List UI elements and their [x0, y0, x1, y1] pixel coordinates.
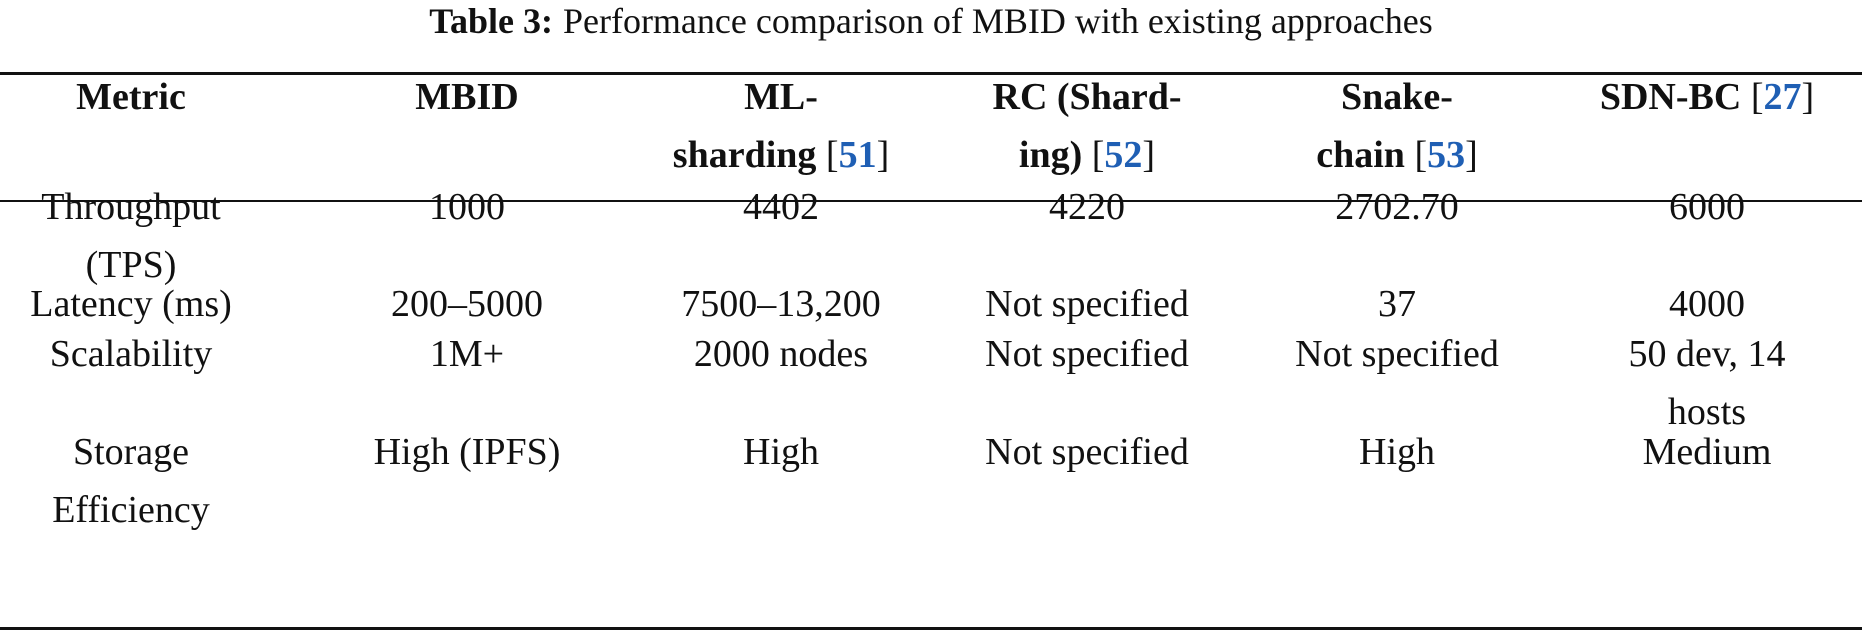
table-header-rule [0, 200, 1862, 202]
header-ml-sharding: ML- sharding [51] [600, 68, 962, 184]
cell-text: hosts [1667, 391, 1747, 433]
header-mbid: MBID [262, 68, 672, 126]
row-scalability-mbid: 1M+ [429, 333, 505, 375]
header-sdn-bc: SDN-BC [27] [1599, 76, 1815, 118]
cell-text: Efficiency [52, 489, 210, 531]
row-storage-mbid: High (IPFS) [373, 431, 561, 473]
row-scalability-ml-sharding: 2000 nodes [693, 333, 869, 375]
header-rc-line2: ing) [1018, 134, 1083, 176]
header-ml-sharding-line1: ML- [744, 76, 818, 118]
row-scalability-snake: Not specified [1295, 333, 1499, 375]
row-latency-ml-sharding: 7500–13,200 [681, 283, 881, 325]
row-throughput-snake: 2702.70 [1335, 186, 1459, 228]
cell-text: Throughput [41, 186, 221, 228]
header-snake-chain: Snake- chain [53] [1262, 68, 1532, 184]
header-sdn-label: SDN-BC [1599, 76, 1742, 118]
row-throughput-sdn: 6000 [1669, 186, 1745, 228]
header-ml-sharding-line2: sharding [672, 134, 817, 176]
cell-text: 50 dev, 14 [1628, 333, 1786, 375]
row-latency-rc: Not specified [985, 283, 1189, 325]
table-caption-label: Table 3: [429, 1, 553, 41]
row-scalability-metric: Scalability [49, 333, 213, 375]
citation-link-52[interactable]: 52 [1104, 134, 1143, 176]
row-latency-sdn: 4000 [1669, 283, 1745, 325]
header-snake-line1: Snake- [1341, 76, 1453, 118]
header-metric-label: Metric [76, 76, 186, 118]
cell-text: Storage [72, 431, 190, 473]
header-metric: Metric [0, 68, 262, 126]
row-storage-rc: Not specified [985, 431, 1189, 473]
citation-link-53[interactable]: 53 [1427, 134, 1466, 176]
table-bottom-rule [0, 627, 1862, 630]
row-throughput-ml-sharding: 4402 [743, 186, 819, 228]
citation-link-51[interactable]: 51 [838, 134, 877, 176]
row-storage-sdn: Medium [1642, 431, 1772, 473]
row-throughput-metric: Throughput (TPS) [0, 178, 262, 294]
citation-link-27[interactable]: 27 [1763, 76, 1802, 118]
header-rc-line1: RC (Shard- [992, 76, 1182, 118]
header-rc-sharding: RC (Shard- ing) [52] [942, 68, 1232, 184]
table-caption-text: Performance comparison of MBID with exis… [562, 1, 1433, 41]
header-snake-line2: chain [1316, 134, 1405, 176]
row-scalability-sdn: 50 dev, 14 hosts [1552, 325, 1862, 441]
row-storage-metric: Storage Efficiency [0, 423, 262, 539]
cell-text: (TPS) [85, 244, 177, 286]
row-latency-mbid: 200–5000 [391, 283, 543, 325]
row-latency-snake: 37 [1378, 283, 1416, 325]
row-latency-metric: Latency (ms) [30, 283, 232, 325]
table-top-rule [0, 72, 1862, 75]
table-caption: Table 3: Performance comparison of MBID w… [0, 0, 1862, 42]
row-storage-snake: High [1359, 431, 1435, 473]
row-scalability-rc: Not specified [985, 333, 1189, 375]
row-storage-ml-sharding: High [743, 431, 819, 473]
header-mbid-label: MBID [415, 76, 519, 118]
row-throughput-rc: 4220 [1049, 186, 1125, 228]
row-throughput-mbid: 1000 [429, 186, 505, 228]
